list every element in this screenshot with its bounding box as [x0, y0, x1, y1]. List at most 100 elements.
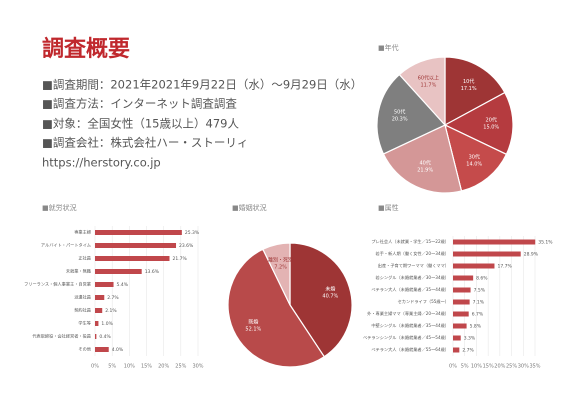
bar — [453, 311, 469, 317]
bar — [95, 334, 97, 339]
doc-line: ■対象：全国女性（15歳以上）479人 — [42, 117, 239, 131]
value-label: 8.6% — [476, 276, 488, 282]
x-tick-label: 20% — [158, 364, 169, 370]
value-label: 35.1% — [538, 240, 553, 246]
category-label: 外・専業主婦ママ（専業主婦／20〜34歳） — [367, 310, 449, 317]
pie-slice — [443, 91, 514, 156]
category-label: 若手・新人期（働く女性／20〜34歳） — [376, 250, 449, 257]
bar — [95, 256, 170, 261]
value-label: 7.5% — [474, 288, 486, 294]
x-tick-label: 30% — [192, 364, 203, 370]
bar — [453, 323, 467, 329]
section-title: ■就労状況 — [42, 203, 77, 212]
x-tick-label: 25% — [175, 364, 186, 370]
pie-slice — [382, 124, 463, 194]
slice-label: 40代 — [419, 159, 430, 166]
bar — [95, 347, 109, 352]
category-label: 派遣社員 — [74, 294, 92, 301]
bar — [95, 308, 103, 313]
bar — [453, 239, 536, 245]
value-label: 2.7% — [107, 295, 119, 301]
bar — [453, 263, 495, 269]
x-tick-label: 20% — [494, 364, 505, 370]
category-label: フリーランス・個人事業主・自営業 — [24, 281, 92, 288]
bar — [453, 275, 474, 281]
category-label: 正社員 — [78, 255, 91, 262]
x-tick-label: 5% — [461, 364, 469, 370]
section-title: ■属性 — [378, 203, 399, 212]
slice-label: 未婚 — [325, 285, 335, 292]
value-label: 0.4% — [99, 334, 111, 340]
category-label: プレ社会人（未就業・学生／15〜22歳） — [371, 238, 449, 245]
slice-value: 21.9% — [417, 167, 433, 173]
x-tick-label: 0% — [91, 364, 99, 370]
doc-title: 調査概要 — [42, 36, 130, 62]
bar — [453, 347, 460, 353]
value-label: 23.6% — [179, 243, 194, 249]
doc-line: ■調査方法：インターネット調査調査 — [42, 97, 237, 111]
slice-label: 既婚 — [248, 318, 258, 325]
category-label: ベテラン大人（未婚就業者／35〜44歳） — [371, 286, 449, 293]
value-label: 13.6% — [145, 269, 160, 275]
slice-value: 52.1% — [245, 326, 261, 332]
slice-label: 10代 — [463, 78, 474, 85]
slice-value: 17.1% — [461, 86, 477, 92]
bar — [95, 230, 182, 235]
value-label: 2.7% — [462, 348, 474, 354]
section-title: ■婚姻状況 — [232, 203, 267, 212]
x-tick-label: 5% — [108, 364, 116, 370]
bar — [95, 243, 177, 248]
x-tick-label: 15% — [141, 364, 152, 370]
category-label: 学生等 — [78, 320, 91, 326]
pie-slice — [227, 248, 326, 368]
value-label: 3.3% — [464, 336, 476, 342]
doc-url: https://herstory.co.jp — [42, 156, 161, 170]
value-label: 25.3% — [185, 230, 200, 236]
category-label: アルバイト・パートタイム — [41, 242, 91, 249]
x-tick-label: 0% — [449, 364, 457, 370]
bar — [453, 251, 521, 257]
category-label: その他 — [78, 346, 91, 353]
x-tick-label: 25% — [506, 364, 517, 370]
category-label: ベテラン大人（未婚就業者／55〜64歳） — [371, 346, 449, 353]
section-title: ■年代 — [378, 43, 399, 52]
value-label: 4.0% — [112, 347, 124, 353]
category-label: ベテランシングル（未婚就業者／45〜54歳） — [363, 334, 449, 341]
pie-slice — [398, 56, 446, 127]
slice-value: 14.0% — [466, 161, 482, 167]
slice-value: 40.7% — [322, 293, 338, 299]
x-tick-label: 10% — [471, 364, 482, 370]
slice-value: 15.0% — [483, 124, 499, 130]
pie-slice — [262, 242, 291, 306]
category-label: 未就業・無職 — [66, 268, 92, 275]
bar — [95, 321, 99, 326]
category-label: 中堅シングル（未婚就業者／35〜44歳） — [371, 322, 449, 329]
bar — [95, 295, 105, 300]
value-label: 6.7% — [472, 312, 484, 318]
pie-slice — [444, 123, 508, 192]
value-label: 2.1% — [105, 308, 117, 314]
category-label: セカンドライフ（55歳〜） — [398, 298, 449, 305]
bar — [95, 269, 142, 274]
slice-label: 20代 — [486, 116, 497, 123]
value-label: 21.7% — [173, 256, 188, 262]
x-tick-label: 30% — [518, 364, 529, 370]
value-label: 28.9% — [524, 252, 539, 258]
x-tick-label: 10% — [124, 364, 135, 370]
x-tick-label: 15% — [483, 364, 494, 370]
pie-slice — [444, 56, 506, 127]
value-label: 17.7% — [497, 264, 512, 270]
bar — [453, 299, 470, 305]
doc-line: ■調査会社：株式会社ハー・ストーリィ — [42, 136, 248, 150]
slice-value: 11.7% — [420, 82, 436, 88]
bar — [453, 287, 471, 293]
value-label: 7.1% — [473, 300, 485, 306]
bar — [95, 282, 114, 287]
slice-label: 離別・死別 — [268, 256, 293, 263]
slice-label: 50代 — [394, 108, 405, 115]
category-label: 契約社員 — [74, 307, 92, 314]
bar — [453, 335, 461, 341]
x-tick-label: 35% — [529, 364, 540, 370]
doc-line: ■調査期間：2021年2021年9月22日（水）〜9月29日（水） — [42, 78, 362, 92]
